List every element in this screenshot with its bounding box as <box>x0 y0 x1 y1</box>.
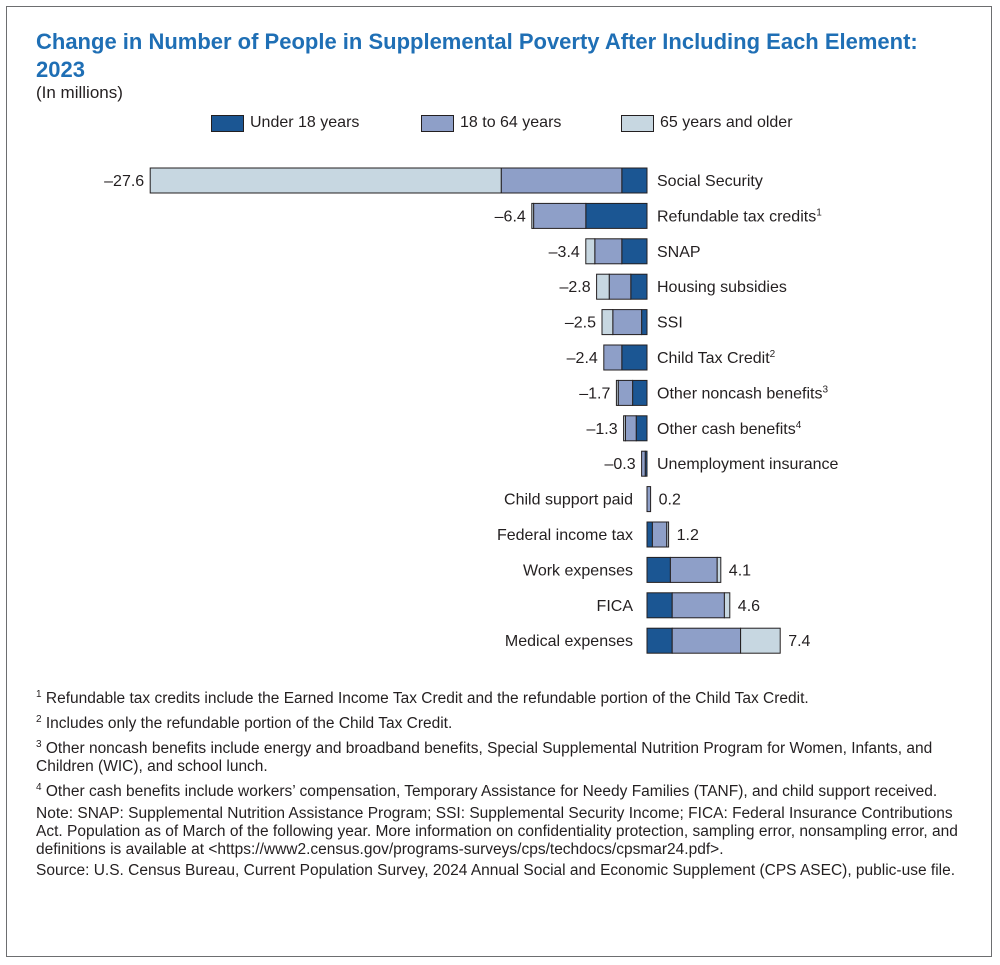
bar-segment <box>646 486 652 513</box>
bar-segment <box>621 344 648 371</box>
bar-segment <box>723 592 731 619</box>
category-label: Social Security <box>657 173 763 190</box>
bar-segment <box>635 415 648 442</box>
category-label: Medical expenses <box>505 633 633 650</box>
category-label: Other cash benefits4 <box>657 420 802 438</box>
legend-label: 65 years and older <box>660 114 793 131</box>
bar-segment <box>621 238 648 265</box>
bar-segment <box>621 167 648 194</box>
footnote: Source: U.S. Census Bureau, Current Popu… <box>36 861 956 879</box>
bar-segment <box>585 202 648 229</box>
legend-swatch <box>211 114 244 132</box>
category-label: Child Tax Credit2 <box>657 349 776 367</box>
bar-segment <box>646 627 673 654</box>
footnote: Note: SNAP: Supplemental Nutrition Assis… <box>36 804 958 858</box>
category-label: Unemployment insurance <box>657 456 839 473</box>
legend-item-18to64: 18 to 64 years <box>421 114 561 132</box>
value-label: –1.3 <box>586 421 617 438</box>
figure-border <box>6 6 992 957</box>
bar-chart: –27.6 Social Security –6.4 Refundable tax c… <box>104 167 839 654</box>
bar-segment <box>608 273 632 300</box>
bar-segment <box>603 344 623 371</box>
legend-swatch <box>421 114 454 132</box>
value-label: –0.3 <box>604 456 635 473</box>
bar-segment <box>669 556 718 583</box>
value-label: 1.2 <box>677 527 699 544</box>
category-label: Child support paid <box>504 492 633 509</box>
bar-segment <box>615 379 619 406</box>
bar-segment <box>671 627 742 654</box>
chart-title: Change in Number of People in Supplement… <box>36 29 918 82</box>
value-label: –6.4 <box>495 208 526 225</box>
bar-segment <box>646 556 671 583</box>
legend-item-65plus: 65 years and older <box>621 114 793 132</box>
value-label: –2.8 <box>559 279 590 296</box>
bar-segment <box>651 521 668 548</box>
bar-segment <box>641 309 648 336</box>
footnote: 2 Includes only the refundable portion o… <box>36 714 453 733</box>
category-label: FICA <box>597 598 634 615</box>
bar-segment <box>617 379 634 406</box>
bar-segment <box>632 379 648 406</box>
bar-segment <box>630 273 648 300</box>
bar-segment <box>533 202 587 229</box>
bar-segment <box>641 450 646 477</box>
chart-subtitle: (In millions) <box>36 83 123 102</box>
bar-segment <box>624 415 637 442</box>
bar-segment <box>612 309 643 336</box>
value-label: 4.1 <box>729 562 751 579</box>
value-label: –1.7 <box>579 385 610 402</box>
bar-segment <box>671 592 725 619</box>
legend-item-under18: Under 18 years <box>211 114 359 132</box>
footnotes: 1 Refundable tax credits include the Ear… <box>36 686 976 883</box>
value-label: –27.6 <box>104 173 144 190</box>
footnote: 1 Refundable tax credits include the Ear… <box>36 689 809 708</box>
category-label: Work expenses <box>523 562 633 579</box>
category-label: SNAP <box>657 244 701 261</box>
value-label: –2.5 <box>565 315 596 332</box>
bar-segment <box>531 202 535 229</box>
bar-segment <box>594 238 623 265</box>
legend-label: Under 18 years <box>250 114 360 131</box>
legend: Under 18 years 18 to 64 years 65 years a… <box>0 114 1000 136</box>
value-label: 7.4 <box>788 633 810 650</box>
bar-segment <box>500 167 623 194</box>
bar-segment <box>585 238 596 265</box>
bar-segment <box>666 521 670 548</box>
value-label: 4.6 <box>738 598 760 615</box>
category-label: SSI <box>657 315 683 332</box>
bar-segment <box>601 309 614 336</box>
legend-swatch <box>621 114 654 132</box>
value-label: –2.4 <box>567 350 598 367</box>
category-label: Federal income tax <box>497 527 633 544</box>
bar-segment <box>596 273 610 300</box>
category-label: Housing subsidies <box>657 279 787 296</box>
bar-segment <box>646 592 673 619</box>
value-label: 0.2 <box>659 492 681 509</box>
bar-segment <box>740 627 781 654</box>
bar-segment <box>623 415 626 442</box>
category-label: Other noncash benefits3 <box>657 384 828 402</box>
legend-label: 18 to 64 years <box>460 114 562 131</box>
footnote: 4 Other cash benefits include workers’ c… <box>36 782 938 801</box>
footnote: 3 Other noncash benefits include energy … <box>36 739 933 776</box>
category-label: Refundable tax credits1 <box>657 207 822 225</box>
bar-segment <box>149 167 502 194</box>
bar-segment <box>646 521 653 548</box>
value-label: –3.4 <box>549 244 580 261</box>
bar-segment <box>716 556 722 583</box>
